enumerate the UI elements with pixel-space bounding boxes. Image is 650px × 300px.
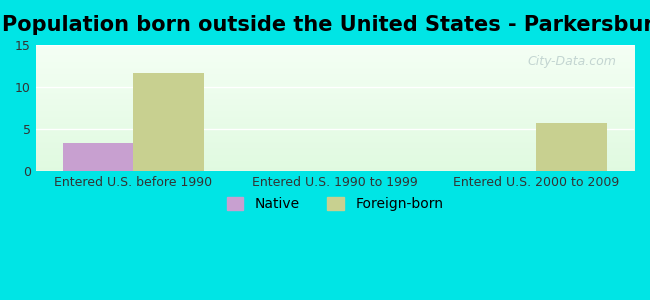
Legend: Native, Foreign-born: Native, Foreign-born [221, 192, 448, 217]
Bar [536, 123, 607, 171]
Title: Population born outside the United States - Parkersburg: Population born outside the United State… [1, 15, 650, 35]
Bar [133, 73, 204, 171]
Bar [63, 143, 133, 171]
Text: City-Data.com: City-Data.com [527, 55, 616, 68]
